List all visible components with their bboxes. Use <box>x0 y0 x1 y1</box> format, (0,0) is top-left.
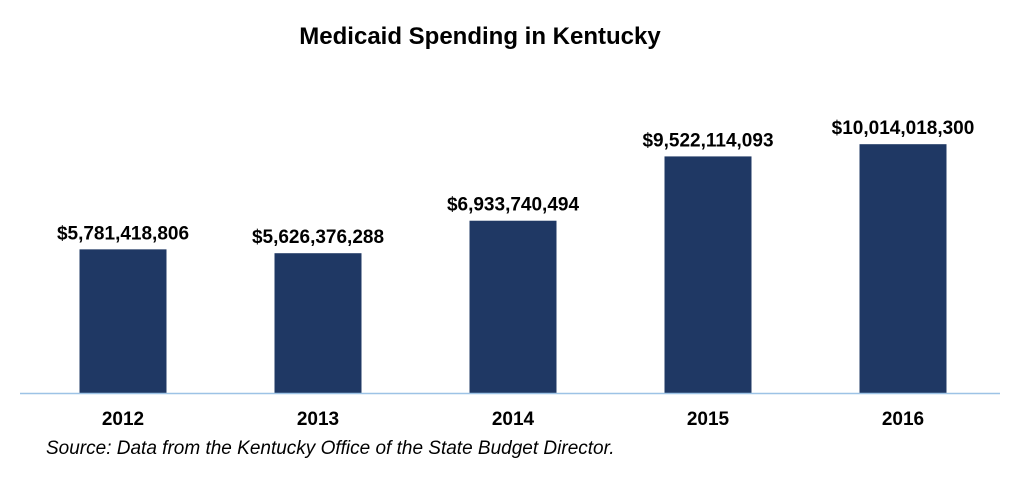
bar-2016 <box>859 144 947 393</box>
data-labels-group: $5,781,418,806 $5,626,376,288 $6,933,740,4… <box>57 118 974 248</box>
bar-2012 <box>79 249 167 393</box>
x-tick-label-2014: 2014 <box>492 409 535 430</box>
data-label-2012: $5,781,418,806 <box>57 223 189 244</box>
x-tick-label-2016: 2016 <box>882 409 924 430</box>
data-label-2014: $6,933,740,494 <box>447 195 580 216</box>
data-label-2013: $5,626,376,288 <box>252 227 384 248</box>
x-tick-label-2015: 2015 <box>687 409 730 430</box>
x-tick-labels-group: 2012 2013 2014 2015 2016 <box>102 409 924 430</box>
source-note: Source: Data from the Kentucky Office of… <box>46 438 615 459</box>
bar-2015 <box>664 156 752 393</box>
chart-title: Medicaid Spending in Kentucky <box>299 23 661 50</box>
bar-2014 <box>469 220 557 393</box>
data-label-2015: $9,522,114,093 <box>642 130 773 151</box>
bars-group <box>79 144 947 393</box>
bar-2013 <box>274 253 362 393</box>
x-tick-label-2012: 2012 <box>102 409 144 430</box>
data-label-2016: $10,014,018,300 <box>832 118 975 139</box>
x-tick-label-2013: 2013 <box>297 409 339 430</box>
